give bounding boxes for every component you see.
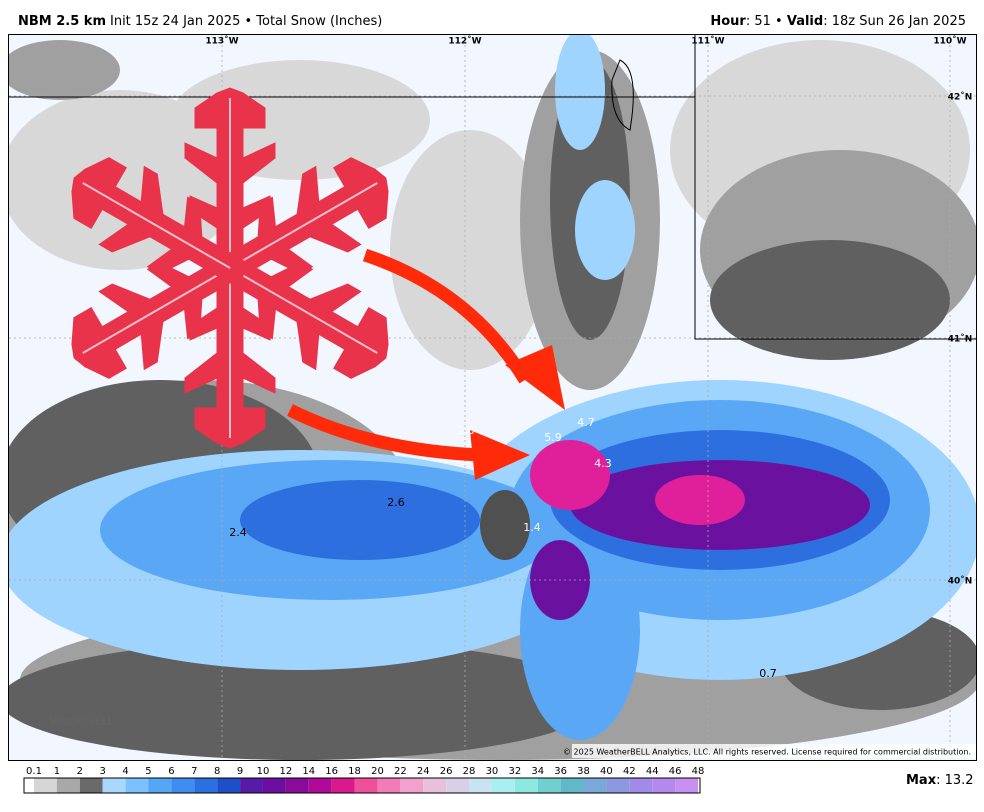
colorbar-swatch	[675, 778, 698, 793]
colorbar-swatch	[79, 778, 103, 793]
colorbar-frame	[23, 777, 701, 794]
valid-value: : 18z Sun 26 Jan 2025	[823, 14, 966, 29]
colorbar-label: 0.1	[26, 766, 42, 777]
latitude-label: 42˚N	[948, 92, 973, 103]
colorbar-label: 8	[214, 766, 220, 777]
colorbar-swatch	[560, 778, 584, 793]
max: Max: 13.2	[906, 773, 974, 788]
colorbar-swatch	[537, 778, 561, 793]
valid-label: Valid	[787, 14, 823, 29]
colorbar-swatch	[34, 778, 57, 793]
map: 4.7 5.9 4.3 1.0 2.6 2.4 1.4 0.7 113˚W 112˚W 111…	[9, 35, 976, 760]
colorbar-label: 6	[168, 766, 174, 777]
colorbar-label: 3	[100, 766, 106, 777]
colorbar-label: 44	[646, 766, 659, 777]
colorbar-label: 46	[669, 766, 682, 777]
latitude-label: 40˚N	[948, 576, 973, 587]
colorbar-swatch	[629, 778, 653, 793]
model: NBM 2.5 km	[18, 14, 106, 29]
colorbar-swatch	[125, 778, 149, 793]
colorbar-swatch	[217, 778, 241, 793]
point-values: 4.7 5.9 4.3 1.0 2.6 2.4 1.4 0.7	[229, 416, 777, 680]
colorbar-swatch	[423, 778, 447, 793]
colorbar-swatch	[606, 778, 630, 793]
colorbar-swatch	[652, 778, 676, 793]
arrows	[287, 248, 531, 462]
point-value: 1.0	[457, 424, 475, 437]
colorbar-label: 28	[463, 766, 476, 777]
colorbar-swatch	[285, 778, 309, 793]
colorbar-swatch	[331, 778, 355, 793]
longitude-label: 111˚W	[691, 36, 724, 47]
colorbar-swatch	[24, 778, 34, 793]
point-value: 5.9	[544, 431, 562, 444]
colorbar-label: 30	[486, 766, 499, 777]
colorbar-swatch	[469, 778, 492, 793]
header-left: NBM 2.5 km Init 15z 24 Jan 2025 • Total S…	[18, 14, 382, 29]
longitude-label: 113˚W	[205, 36, 238, 47]
copyright: © 2025 WeatherBELL Analytics, LLC. All r…	[563, 748, 971, 757]
point-value: 4.3	[594, 457, 612, 470]
colorbar-label: 36	[554, 766, 567, 777]
colorbar-swatch	[583, 778, 607, 793]
point-value: 0.7	[759, 667, 777, 680]
colorbar-swatch	[148, 778, 172, 793]
colorbar-swatch	[446, 778, 470, 793]
snowflake	[50, 87, 410, 449]
colorbar-swatch	[102, 778, 126, 793]
point-value: 2.6	[387, 496, 405, 509]
colorbar-label: 7	[191, 766, 197, 777]
point-value: 4.7	[577, 416, 595, 429]
longitude-label: 110˚W	[933, 36, 966, 47]
colorbar-label: 5	[145, 766, 151, 777]
point-value: 1.4	[523, 521, 541, 534]
colorbar-swatch	[262, 778, 286, 793]
colorbar-swatch	[400, 778, 424, 793]
colorbar-swatch	[354, 778, 378, 793]
colorbar-label: 20	[371, 766, 384, 777]
colorbar-label: 42	[623, 766, 636, 777]
colorbar-label: 24	[417, 766, 430, 777]
colorbar-label: 14	[302, 766, 315, 777]
colorbar-swatch	[491, 778, 515, 793]
colorbar-swatch	[171, 778, 195, 793]
colorbar-label: 1	[54, 766, 60, 777]
colorbar-label: 32	[508, 766, 521, 777]
colorbar-label: 9	[237, 766, 243, 777]
map-frame	[8, 34, 977, 761]
colorbar-label: 34	[531, 766, 544, 777]
colorbar-swatch	[240, 778, 263, 793]
hour-value: : 51 •	[746, 14, 787, 29]
colorbar-label: 40	[600, 766, 613, 777]
colorbar-label: 10	[257, 766, 270, 777]
info: Init 15z 24 Jan 2025 • Total Snow (Inche…	[110, 14, 382, 29]
latitude-label: 41˚N	[948, 334, 973, 345]
colorbar-label: 4	[122, 766, 128, 777]
colorbar-swatch	[194, 778, 218, 793]
header-right: Hour: 51 • Valid: 18z Sun 26 Jan 2025	[710, 14, 966, 29]
max-label: Max	[906, 773, 937, 788]
logo: WeatherBELL	[50, 718, 113, 728]
colorbar-label: 18	[348, 766, 361, 777]
colorbar-label: 16	[325, 766, 338, 777]
colorbar-swatch	[56, 778, 80, 793]
colorbar-swatch	[308, 778, 332, 793]
hour-label: Hour	[710, 14, 746, 29]
colorbar-label: 38	[577, 766, 590, 777]
colorbar-label: 2	[77, 766, 83, 777]
longitude-label: 112˚W	[448, 36, 481, 47]
colorbar-label: 26	[440, 766, 453, 777]
colorbar-swatch	[377, 778, 401, 793]
colorbar-label: 22	[394, 766, 407, 777]
colorbar-swatch	[514, 778, 538, 793]
colorbar: 0.1 1 2 3 4 5 6 7 8 9 10 12 14 16 18 20 22 24 26 28 30 32 34 36…	[23, 766, 705, 794]
point-value: 2.4	[229, 526, 247, 539]
colorbar-label: 48	[692, 766, 705, 777]
colorbar-label: 12	[279, 766, 292, 777]
max-value: : 13.2	[936, 773, 973, 788]
